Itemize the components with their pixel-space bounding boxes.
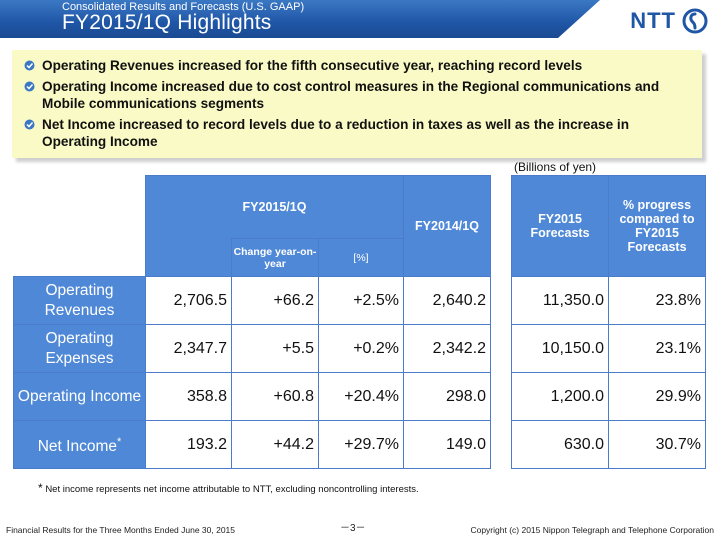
highlight-text: Operating Revenues increased for the fif… <box>42 58 583 73</box>
footer-copyright: Copyright (c) 2015 Nippon Telegraph and … <box>470 525 714 535</box>
cell-forecast: 10,150.0 <box>511 324 609 373</box>
cell-progress: 29.9% <box>608 372 706 421</box>
unit-label: (Billions of yen) <box>514 160 597 174</box>
cell-pct: +29.7% <box>318 420 404 469</box>
highlights-box: Operating Revenues increased for the fif… <box>12 50 702 158</box>
footnote-mark: * <box>38 481 43 495</box>
table-row: 630.0 30.7% <box>511 420 706 469</box>
cell-progress: 23.8% <box>608 276 706 325</box>
highlight-item: Net Income increased to record levels du… <box>22 116 692 150</box>
cell-change: +5.5 <box>231 324 319 373</box>
asterisk-mark: * <box>116 435 122 448</box>
header-progress: % progress compared to FY2015 Forecasts <box>608 175 706 277</box>
bullet-icon <box>24 60 35 71</box>
results-table: FY2015/1Q FY2014/1Q Change year-on-year … <box>13 175 491 469</box>
cell-fy2015-1q: 2,347.7 <box>145 324 232 373</box>
cell-change: +60.8 <box>231 372 319 421</box>
header-fy2014-1q: FY2014/1Q <box>403 175 491 277</box>
cell-forecast: 11,350.0 <box>511 276 609 325</box>
cell-fy2015-1q: 358.8 <box>145 372 232 421</box>
footnote-text: Net income represents net income attribu… <box>45 484 419 495</box>
row-label-net-income: Net Income* <box>13 420 146 469</box>
header-spacer <box>145 238 232 277</box>
row-label: Net Income <box>37 438 117 456</box>
cell-pct: +20.4% <box>318 372 404 421</box>
cell-fy2015-1q: 2,706.5 <box>145 276 232 325</box>
footer-left: Financial Results for the Three Months E… <box>6 525 236 535</box>
logo-text: NTT <box>630 8 676 33</box>
slide-title: FY2015/1Q Highlights <box>62 11 272 34</box>
highlight-text: Operating Income increased due to cost c… <box>42 79 660 111</box>
ntt-logo-icon <box>682 8 708 34</box>
cell-fy2014-1q: 298.0 <box>403 372 491 421</box>
bullet-icon <box>24 119 35 130</box>
table-row: Net Income* 193.2 +44.2 +29.7% 149.0 <box>13 420 491 469</box>
cell-change: +44.2 <box>231 420 319 469</box>
cell-pct: +2.5% <box>318 276 404 325</box>
highlight-item: Operating Revenues increased for the fif… <box>22 57 692 74</box>
cell-progress: 30.7% <box>608 420 706 469</box>
table-row: 10,150.0 23.1% <box>511 324 706 373</box>
header-fy2015-1q: FY2015/1Q <box>145 175 404 239</box>
highlight-item: Operating Income increased due to cost c… <box>22 78 692 112</box>
cell-fy2014-1q: 2,640.2 <box>403 276 491 325</box>
header-change-yoy: Change year-on-year <box>231 238 319 277</box>
cell-progress: 23.1% <box>608 324 706 373</box>
cell-fy2015-1q: 193.2 <box>145 420 232 469</box>
cell-forecast: 1,200.0 <box>511 372 609 421</box>
table-corner <box>14 176 146 277</box>
ntt-logo: NTT <box>630 6 708 36</box>
bullet-icon <box>24 81 35 92</box>
table-row: 11,350.0 23.8% <box>511 276 706 325</box>
cell-fy2014-1q: 149.0 <box>403 420 491 469</box>
header-subtitle: Consolidated Results and Forecasts (U.S.… <box>62 1 305 13</box>
table-row: Operating Revenues 2,706.5 +66.2 +2.5% 2… <box>13 276 491 325</box>
header-pct: [%] <box>318 238 404 277</box>
cell-change: +66.2 <box>231 276 319 325</box>
row-label: Operating Expenses <box>13 324 146 373</box>
cell-forecast: 630.0 <box>511 420 609 469</box>
header-bar <box>0 0 600 38</box>
table-row: Operating Expenses 2,347.7 +5.5 +0.2% 2,… <box>13 324 491 373</box>
highlight-text: Net Income increased to record levels du… <box>42 117 630 149</box>
cell-fy2014-1q: 2,342.2 <box>403 324 491 373</box>
row-label: Operating Income <box>13 372 146 421</box>
table-row: 1,200.0 29.9% <box>511 372 706 421</box>
forecast-table: FY2015 Forecasts % progress compared to … <box>511 175 706 469</box>
page-number: －3－ <box>340 523 366 534</box>
slide-header: Consolidated Results and Forecasts (U.S.… <box>0 0 720 42</box>
footnote: * Net income represents net income attri… <box>38 481 419 495</box>
row-label: Operating Revenues <box>13 276 146 325</box>
header-fy2015-forecasts: FY2015 Forecasts <box>511 175 609 277</box>
table-row: Operating Income 358.8 +60.8 +20.4% 298.… <box>13 372 491 421</box>
cell-pct: +0.2% <box>318 324 404 373</box>
